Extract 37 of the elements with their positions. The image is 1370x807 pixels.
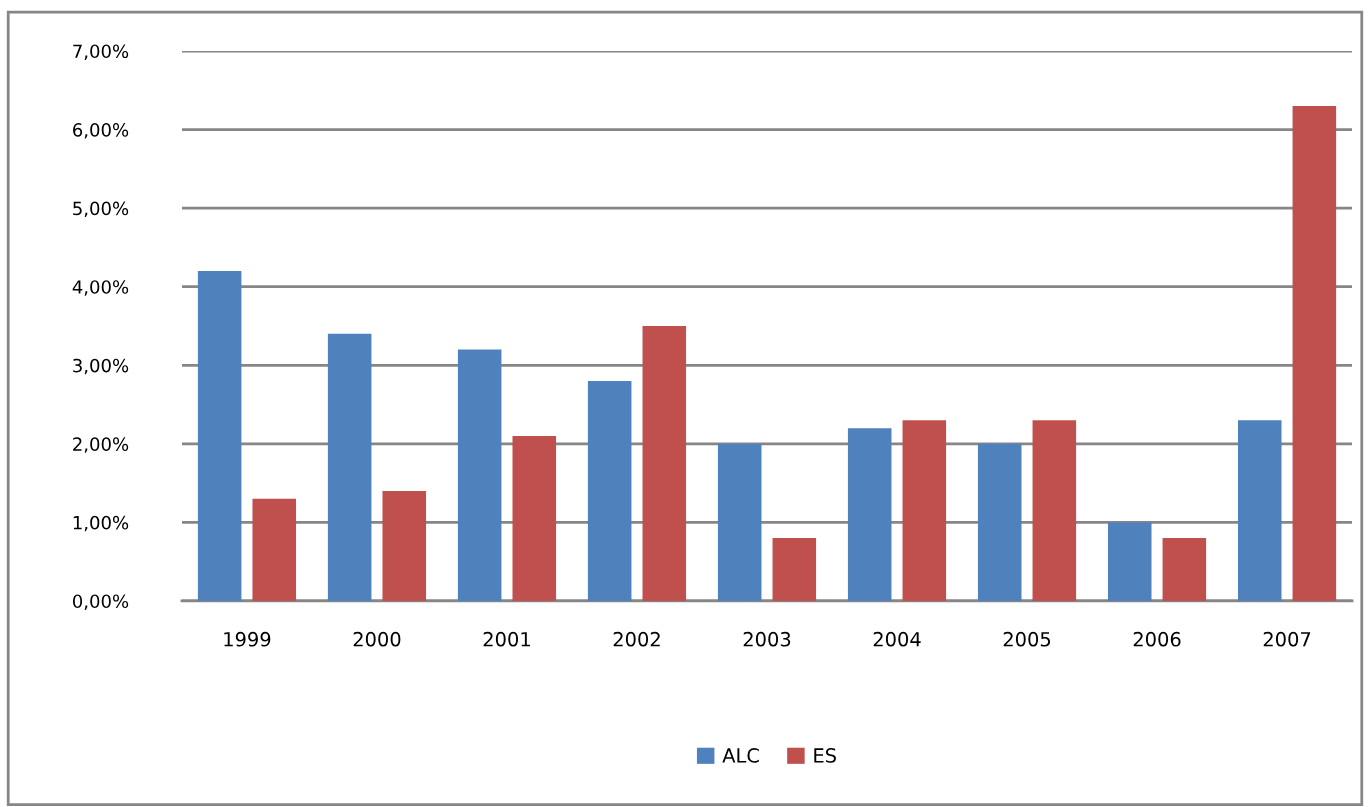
- bar: [847, 428, 892, 601]
- x-tick-label: 1999: [224, 631, 271, 647]
- y-tick-label: 1,00%: [73, 515, 129, 532]
- bar: [252, 498, 297, 601]
- x-tick-label: 2007: [1263, 631, 1311, 647]
- y-tick-label: 4,00%: [72, 280, 129, 296]
- bar: [642, 325, 687, 601]
- x-tick-label: 2002: [613, 631, 660, 647]
- bar: [1237, 420, 1282, 601]
- bar: [197, 270, 242, 601]
- bar: [512, 435, 557, 601]
- bar: [1292, 106, 1337, 601]
- bar: [327, 333, 372, 601]
- y-tick-label: 2,00%: [73, 437, 129, 453]
- bar: [457, 349, 502, 601]
- bar: [717, 443, 762, 601]
- y-tick-label: 7,00%: [73, 44, 129, 60]
- legend-label: ES: [814, 748, 836, 763]
- bar: [587, 380, 632, 601]
- bar: [977, 443, 1022, 601]
- y-tick-label: 3,00%: [73, 358, 129, 375]
- x-tick-label: 2005: [1003, 631, 1051, 647]
- x-tick-label: 2006: [1133, 631, 1181, 647]
- x-tick-label: 2004: [873, 631, 921, 647]
- bar: [1032, 420, 1077, 601]
- y-tick-label: 6,00%: [73, 123, 129, 139]
- y-tick-label: 5,00%: [73, 201, 129, 218]
- bar: [1107, 522, 1152, 601]
- bar: [1162, 538, 1207, 601]
- bar: [772, 538, 817, 601]
- legend-label: ALC: [722, 748, 759, 763]
- x-tick-label: 2001: [483, 631, 530, 647]
- x-tick-label: 2003: [743, 631, 791, 647]
- bar: [382, 490, 427, 601]
- x-tick-label: 2000: [353, 631, 401, 647]
- y-tick-label: 0,00%: [72, 594, 129, 610]
- bar: [902, 420, 947, 601]
